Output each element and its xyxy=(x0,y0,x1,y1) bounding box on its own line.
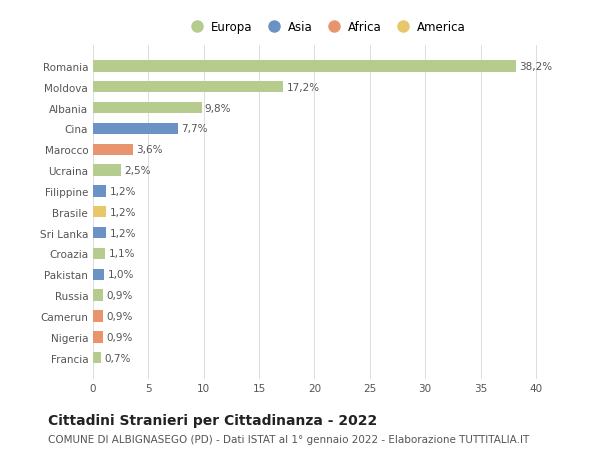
Bar xyxy=(93,311,103,322)
Text: 38,2%: 38,2% xyxy=(519,62,553,72)
Text: 1,2%: 1,2% xyxy=(110,207,136,217)
Bar xyxy=(93,103,202,114)
Bar xyxy=(93,207,106,218)
Text: 1,0%: 1,0% xyxy=(107,270,134,280)
Bar xyxy=(93,186,106,197)
Text: 0,9%: 0,9% xyxy=(106,311,133,321)
Text: 2,5%: 2,5% xyxy=(124,166,151,176)
Bar xyxy=(93,165,121,176)
Text: Cittadini Stranieri per Cittadinanza - 2022: Cittadini Stranieri per Cittadinanza - 2… xyxy=(48,413,377,427)
Bar xyxy=(93,269,104,280)
Bar xyxy=(93,123,178,135)
Bar xyxy=(93,227,106,239)
Text: 0,9%: 0,9% xyxy=(106,291,133,301)
Bar xyxy=(93,352,101,364)
Bar xyxy=(93,61,516,73)
Text: 7,7%: 7,7% xyxy=(182,124,208,134)
Legend: Europa, Asia, Africa, America: Europa, Asia, Africa, America xyxy=(182,18,469,36)
Text: 1,1%: 1,1% xyxy=(109,249,135,259)
Bar xyxy=(93,82,283,93)
Text: 17,2%: 17,2% xyxy=(287,83,320,93)
Bar xyxy=(93,331,103,343)
Text: 0,7%: 0,7% xyxy=(104,353,130,363)
Bar xyxy=(93,144,133,156)
Bar xyxy=(93,290,103,301)
Text: 9,8%: 9,8% xyxy=(205,103,232,113)
Text: 1,2%: 1,2% xyxy=(110,228,136,238)
Text: COMUNE DI ALBIGNASEGO (PD) - Dati ISTAT al 1° gennaio 2022 - Elaborazione TUTTIT: COMUNE DI ALBIGNASEGO (PD) - Dati ISTAT … xyxy=(48,434,529,444)
Text: 0,9%: 0,9% xyxy=(106,332,133,342)
Bar xyxy=(93,248,105,260)
Text: 1,2%: 1,2% xyxy=(110,186,136,196)
Text: 3,6%: 3,6% xyxy=(136,145,163,155)
